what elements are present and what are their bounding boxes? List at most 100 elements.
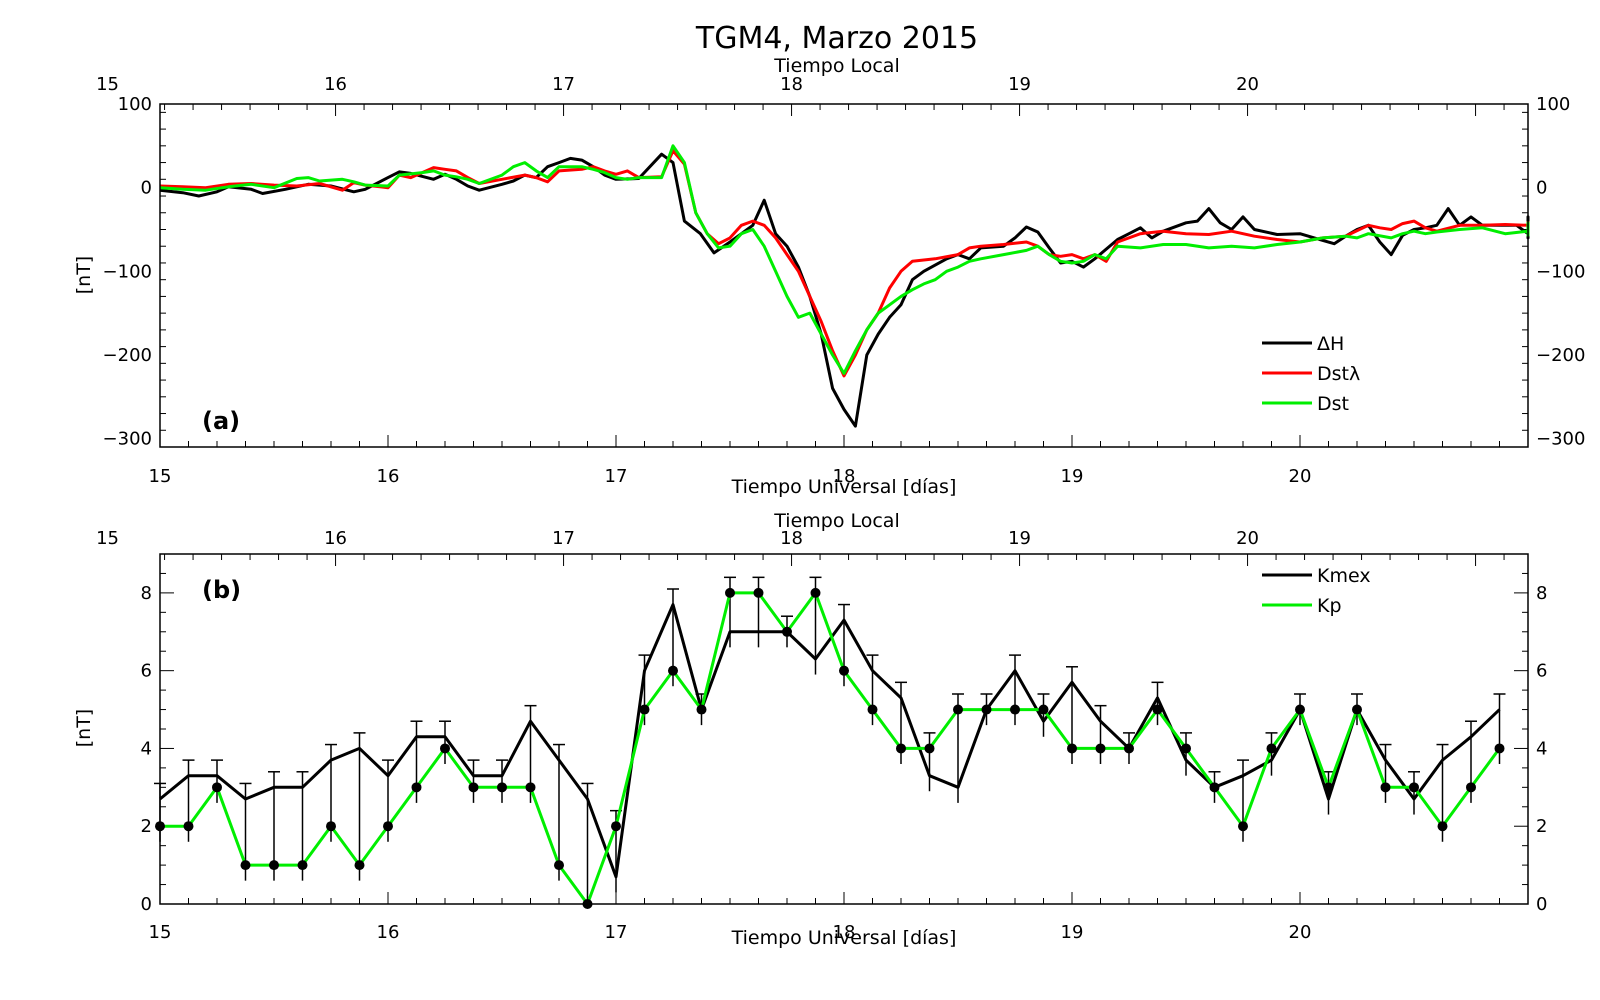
- top-tick-label: 19: [1008, 74, 1031, 95]
- panel-b-x-axis-label: Tiempo Universal [días]: [731, 927, 957, 949]
- panel-a-ticks: [159, 104, 1529, 448]
- kp-marker: [1323, 782, 1334, 793]
- kp-marker: [1095, 743, 1106, 754]
- kp-marker: [411, 782, 422, 793]
- kp-marker: [525, 782, 536, 793]
- kp-marker: [782, 626, 792, 637]
- kp-marker: [1181, 743, 1191, 754]
- x-tick-label: 18: [833, 466, 856, 487]
- kp-marker: [1409, 782, 1419, 793]
- x-tick-label: 15: [149, 466, 172, 487]
- kp-marker: [1295, 704, 1305, 715]
- top-tick-label: 20: [1236, 74, 1259, 95]
- series-line-1: [159, 152, 1530, 428]
- panel-b-series: [155, 587, 1505, 909]
- x-tick-label: 20: [1289, 466, 1312, 487]
- y-tick-label: −100: [103, 261, 152, 282]
- kp-marker: [297, 860, 308, 871]
- legend-label: Dstλ: [1317, 363, 1360, 385]
- kp-marker: [183, 821, 194, 832]
- kp-marker: [240, 860, 251, 871]
- y-tick-label-right: −300: [1536, 429, 1585, 450]
- kp-marker: [497, 782, 507, 793]
- kp-marker: [839, 665, 849, 676]
- kp-marker: [354, 860, 365, 871]
- y-tick-label-right: 0: [1536, 178, 1547, 199]
- x-tick-label: 17: [605, 466, 628, 487]
- top-tick-label: 20: [1236, 528, 1259, 549]
- top-tick-label: 15: [96, 528, 119, 549]
- kp-marker: [1352, 704, 1362, 715]
- legend-label: Kp: [1317, 595, 1342, 617]
- panel-a-x-tick-labels: 15 16 17 18 19 20: [149, 466, 1312, 487]
- x-tick-label: 19: [1061, 466, 1084, 487]
- kp-marker: [1152, 704, 1163, 715]
- kp-marker: [981, 704, 992, 715]
- top-tick-label: 16: [324, 74, 347, 95]
- top-tick-label: 17: [552, 528, 575, 549]
- kp-marker: [468, 782, 479, 793]
- x-tick-label: 18: [833, 922, 856, 943]
- kp-marker: [896, 743, 906, 754]
- panel-a-y-axis-label: [nT]: [73, 256, 95, 294]
- x-tick-label: 16: [377, 466, 400, 487]
- y-tick-label-right: 8: [1536, 583, 1547, 604]
- y-tick-label-right: −200: [1536, 345, 1585, 366]
- series-line-1: [159, 603, 1501, 879]
- kp-marker: [212, 782, 222, 793]
- y-tick-label-right: 6: [1536, 661, 1547, 682]
- series-line-3: [159, 144, 1530, 375]
- top-tick-label: 16: [324, 528, 347, 549]
- panel-b: Tiempo Local 15 16 17 18 19 20 0 02 24 46 68 8 15 1…: [73, 510, 1547, 949]
- y-tick-label: −200: [103, 345, 152, 366]
- kp-marker: [867, 704, 878, 715]
- top-tick-label: 15: [96, 74, 119, 95]
- x-tick-label: 19: [1061, 922, 1084, 943]
- panel-b-top-tick-labels: 15 16 17 18 19 20: [96, 528, 1259, 549]
- top-tick-label: 19: [1008, 528, 1031, 549]
- kp-marker: [1380, 782, 1391, 793]
- kp-marker: [1209, 782, 1220, 793]
- panel-b-ticks: [159, 553, 1529, 905]
- panel-b-letter: (b): [202, 576, 241, 604]
- y-tick-label: 0: [141, 178, 152, 199]
- x-tick-label: 15: [149, 922, 172, 943]
- kp-marker: [440, 743, 450, 754]
- panel-b-legend: Kmex Kp: [1262, 565, 1371, 617]
- x-tick-label: 20: [1289, 922, 1312, 943]
- y-tick-label-right: 100: [1536, 94, 1570, 115]
- kp-marker: [639, 704, 650, 715]
- kp-marker: [810, 587, 821, 598]
- series-line-2: [160, 591, 1501, 906]
- x-tick-label: 17: [605, 922, 628, 943]
- y-tick-label-right: 4: [1536, 738, 1547, 759]
- panel-b-frame: [159, 553, 1529, 905]
- kp-marker: [753, 587, 764, 598]
- top-tick-label: 17: [552, 74, 575, 95]
- legend-label: Kmex: [1317, 565, 1371, 587]
- kp-marker: [611, 821, 621, 832]
- figure-title: TGM4, Marzo 2015: [695, 21, 978, 56]
- y-tick-label: 0: [141, 894, 152, 915]
- y-tick-label: 6: [141, 661, 152, 682]
- kp-marker: [1238, 821, 1248, 832]
- panel-a-top-axis-label: Tiempo Local: [773, 55, 899, 77]
- kp-marker: [953, 704, 963, 715]
- kp-marker: [1466, 782, 1476, 793]
- x-tick-label: 16: [377, 922, 400, 943]
- kp-marker: [1437, 821, 1448, 832]
- kp-marker: [1124, 743, 1134, 754]
- y-tick-label: 100: [118, 94, 152, 115]
- panel-a: Tiempo Local 15 16 17 18 19 20 100 100 0 0 −100 −1…: [73, 55, 1585, 498]
- kp-marker: [1038, 704, 1049, 715]
- kp-marker: [924, 743, 935, 754]
- panel-b-top-axis-label: Tiempo Local: [773, 510, 899, 532]
- kp-marker: [326, 821, 336, 832]
- panel-a-legend: ΔH Dstλ Dst: [1262, 333, 1360, 415]
- y-tick-label: 8: [141, 583, 152, 604]
- legend-label: Dst: [1317, 393, 1349, 415]
- top-tick-label: 18: [780, 74, 803, 95]
- panel-a-x-axis-label: Tiempo Universal [días]: [731, 476, 957, 498]
- legend-label: ΔH: [1317, 333, 1344, 355]
- panel-a-top-tick-labels: 15 16 17 18 19 20: [96, 74, 1259, 95]
